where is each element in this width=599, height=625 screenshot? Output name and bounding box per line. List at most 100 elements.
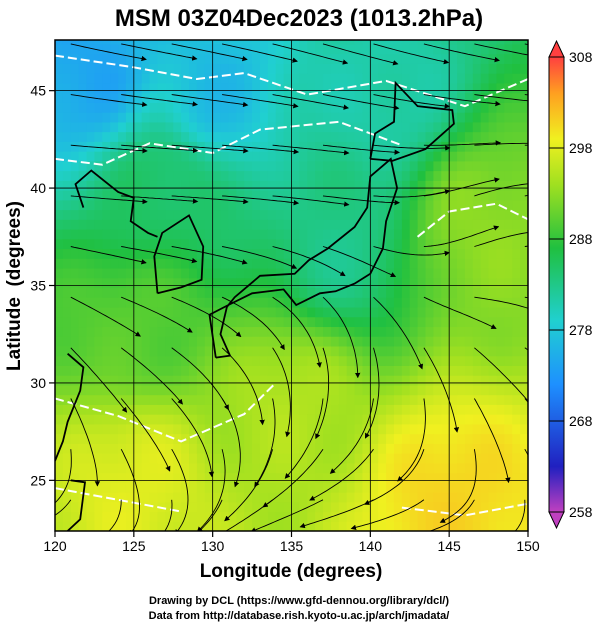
field-cell [125,43,135,55]
field-cell [307,482,316,493]
field-cell [196,345,206,357]
field-cell [464,306,474,318]
field-cell [393,316,403,328]
field-cell [378,453,387,464]
streamline [171,398,215,478]
field-cell [449,365,458,376]
field-cell [173,277,182,289]
field-cell [480,131,490,142]
field-cell [512,219,521,230]
field-cell [70,482,80,493]
field-cell [433,345,442,357]
field-cell [267,267,277,279]
field-cell [504,170,513,181]
field-cell [472,384,482,396]
field-cell [181,306,190,318]
field-cell [228,482,237,493]
field-cell [244,180,253,191]
streamline [272,94,349,110]
field-cell [252,355,261,366]
field-cell [457,267,466,279]
field-cell [496,53,505,64]
field-cell [157,453,166,464]
field-cell [449,384,458,396]
field-cell [212,462,222,474]
field-cell [70,326,80,337]
field-cell [504,63,513,74]
field-cell [62,462,72,474]
field-cell [520,43,528,55]
field-cell [393,384,403,396]
field-cell [133,190,143,201]
field-cell [181,82,190,94]
field-cell [244,501,253,513]
field-cell [220,180,230,191]
field-cell [220,229,230,240]
field-cell [236,170,245,181]
field-cell [480,336,490,347]
field-cell [236,414,245,425]
field-cell [86,277,96,289]
field-cell [449,492,458,503]
field-cell [496,316,505,328]
streamline [423,296,497,329]
field-cell [110,453,119,464]
streamline [350,499,425,530]
field-cell [496,112,505,123]
field-cell [236,443,245,454]
field-cell [70,394,80,405]
field-cell [228,219,237,230]
field-cell [110,141,119,152]
field-cell [252,229,261,240]
field-cell [102,394,111,405]
field-cell [212,170,222,181]
field-cell [464,102,474,113]
field-cell [78,258,88,269]
field-cell [62,112,72,123]
field-cell [354,394,364,405]
field-cell [409,277,419,289]
streamline [254,398,276,488]
field-cell [504,53,513,64]
field-cell [354,190,364,201]
field-cell [118,443,127,454]
field-cell [173,501,182,513]
field-cell [283,170,293,181]
field-cell [433,355,442,366]
field-cell [62,258,72,269]
field-cell [480,40,490,45]
field-cell [259,248,269,259]
field-cell [94,190,103,201]
field-cell [496,345,505,357]
field-cell [307,414,316,425]
field-cell [323,462,332,474]
field-cell [204,53,214,64]
field-cell [338,414,348,425]
field-cell [70,472,80,483]
field-cell [464,267,474,279]
field-cell [307,180,316,191]
field-cell [370,248,379,259]
field-cell [62,180,72,191]
field-cell [330,160,340,172]
field-cell [417,521,427,531]
field-cell [315,462,324,474]
field-cell [267,423,277,435]
field-cell [78,131,88,142]
field-cell [393,501,403,513]
field-cell [267,53,277,64]
field-cell [133,345,143,357]
field-cell [157,53,166,64]
field-cell [181,297,190,308]
field-cell [275,43,285,55]
field-cell [496,482,505,493]
field-cell [354,43,364,55]
field-cell [118,238,127,250]
field-cell [102,384,111,396]
field-cell [362,151,371,162]
field-cell [78,151,88,162]
streamline [171,246,248,265]
field-cell [378,365,387,376]
field-cell [173,229,182,240]
field-cell [125,199,135,211]
